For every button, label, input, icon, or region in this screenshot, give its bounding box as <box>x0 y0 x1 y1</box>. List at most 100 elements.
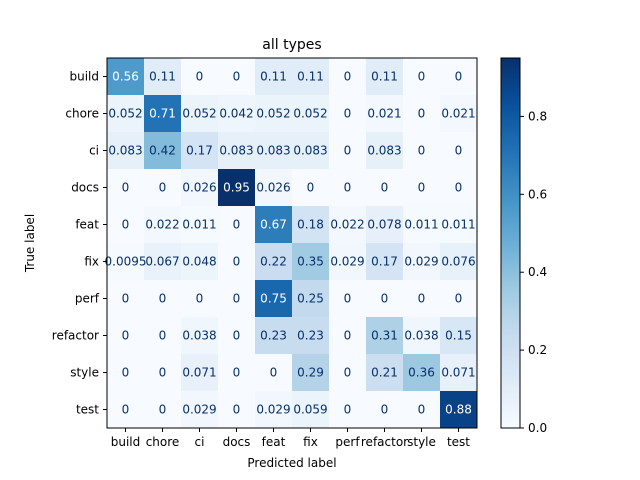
heatmap-cell <box>255 206 293 244</box>
heatmap-cell-label: 0 <box>418 292 426 306</box>
heatmap-cell-label: 0 <box>233 218 241 232</box>
heatmap-cell <box>366 95 404 133</box>
x-axis-ticks: build chore ci docs feat fix perf refactor style… <box>111 428 470 449</box>
heatmap-cell-label: 0.021 <box>441 107 475 121</box>
heatmap-cell-label: 0 <box>344 366 352 380</box>
heatmap-cell <box>292 391 330 429</box>
heatmap-cell <box>255 391 293 429</box>
colorbar-tick-label: 0.0 <box>528 421 547 435</box>
heatmap-cell <box>218 58 256 96</box>
heatmap-cell <box>366 206 404 244</box>
heatmap-cell <box>218 206 256 244</box>
heatmap-cell-label: 0.071 <box>182 366 216 380</box>
heatmap-cell <box>255 354 293 392</box>
heatmap-cell-label: 0 <box>159 329 167 343</box>
y-tick-label: refactor <box>52 329 99 343</box>
heatmap-cell <box>107 243 145 281</box>
colorbar-tick-label: 0.4 <box>528 265 547 279</box>
heatmap-cell-label: 0.059 <box>293 403 327 417</box>
heatmap-cell <box>440 317 478 355</box>
heatmap-cell <box>403 95 441 133</box>
x-tick-label: test <box>447 435 470 449</box>
y-tick-label: docs <box>71 181 99 195</box>
heatmap-cell <box>255 95 293 133</box>
heatmap-cell-label: 0.31 <box>371 329 398 343</box>
heatmap-cell <box>403 317 441 355</box>
heatmap-cell <box>144 169 182 207</box>
heatmap-cell <box>181 58 219 96</box>
heatmap-cell <box>292 132 330 170</box>
heatmap-cell <box>403 280 441 318</box>
heatmap-cells <box>107 58 478 429</box>
heatmap-cell <box>403 169 441 207</box>
heatmap-cell <box>107 169 145 207</box>
heatmap-cell-label: 0.35 <box>297 255 324 269</box>
heatmap-cell-label: 0 <box>233 70 241 84</box>
heatmap-cell <box>440 169 478 207</box>
heatmap-cell-label: 0.083 <box>293 144 327 158</box>
heatmap-cell-label: 0.11 <box>371 70 398 84</box>
heatmap-cell-label: 0.048 <box>182 255 216 269</box>
heatmap-cell <box>366 169 404 207</box>
heatmap-cell-label: 0.052 <box>293 107 327 121</box>
heatmap-cell <box>181 280 219 318</box>
heatmap-cell-label: 0.42 <box>149 144 176 158</box>
heatmap-cell-label: 0.029 <box>330 255 364 269</box>
x-tick-label: build <box>111 435 141 449</box>
x-axis-label: Predicted label <box>247 456 336 470</box>
heatmap-cell <box>292 95 330 133</box>
heatmap-cell <box>218 317 256 355</box>
heatmap-cell <box>255 317 293 355</box>
heatmap-cell-label: 0.071 <box>441 366 475 380</box>
heatmap-cell-label: 0 <box>418 181 426 195</box>
heatmap-cell-label: 0.88 <box>445 403 472 417</box>
heatmap-cell <box>440 95 478 133</box>
y-tick-label: build <box>69 70 99 84</box>
heatmap-cell-label: 0 <box>455 292 463 306</box>
heatmap-cell-label: 0 <box>418 107 426 121</box>
heatmap-cell <box>255 243 293 281</box>
heatmap-cell-label: 0 <box>270 366 278 380</box>
y-tick-label: feat <box>75 218 99 232</box>
heatmap-cell-label: 0.23 <box>260 329 287 343</box>
heatmap-cell-label: 0.67 <box>260 218 287 232</box>
x-tick-label: chore <box>146 435 180 449</box>
heatmap-cell-label: 0 <box>344 329 352 343</box>
heatmap-cell <box>144 132 182 170</box>
heatmap-cell <box>329 354 367 392</box>
heatmap-cell-label: 0.11 <box>149 70 176 84</box>
heatmap-cell-label: 0 <box>122 218 130 232</box>
heatmap-cell-label: 0.17 <box>186 144 213 158</box>
heatmap-cell-label: 0.078 <box>367 218 401 232</box>
y-axis-ticks: build chore ci docs feat fix perf refactor style… <box>52 70 107 417</box>
heatmap-cell <box>107 317 145 355</box>
heatmap-cell <box>144 243 182 281</box>
heatmap-cell <box>440 58 478 96</box>
y-axis-label: True label <box>23 214 37 273</box>
heatmap-cell <box>329 95 367 133</box>
heatmap-cell-label: 0 <box>455 181 463 195</box>
heatmap-cell-label: 0.026 <box>182 181 216 195</box>
colorbar-tick-label: 0.8 <box>528 109 547 123</box>
x-tick-label: ci <box>195 435 205 449</box>
heatmap-cell-label: 0 <box>159 292 167 306</box>
heatmap-cell-label: 0 <box>418 70 426 84</box>
heatmap-cell <box>218 169 256 207</box>
colorbar-tick-label: 0.2 <box>528 343 547 357</box>
heatmap-cell-label: 0 <box>455 70 463 84</box>
heatmap-cell-label: 0.0095 <box>105 255 147 269</box>
y-tick-label: fix <box>84 255 99 269</box>
y-tick-label: chore <box>65 107 99 121</box>
heatmap-cell <box>329 391 367 429</box>
heatmap-cell-label: 0 <box>418 403 426 417</box>
heatmap-cell-label: 0 <box>233 329 241 343</box>
x-tick-label: perf <box>335 435 360 449</box>
heatmap-cell-label: 0.083 <box>219 144 253 158</box>
colorbar-tick-label: 0.6 <box>528 187 547 201</box>
heatmap-cell-label: 0.038 <box>182 329 216 343</box>
heatmap-cell-label: 0.029 <box>256 403 290 417</box>
heatmap-cell-label: 0 <box>344 144 352 158</box>
heatmap-cell-label: 0.011 <box>404 218 438 232</box>
y-tick-label: ci <box>89 144 99 158</box>
